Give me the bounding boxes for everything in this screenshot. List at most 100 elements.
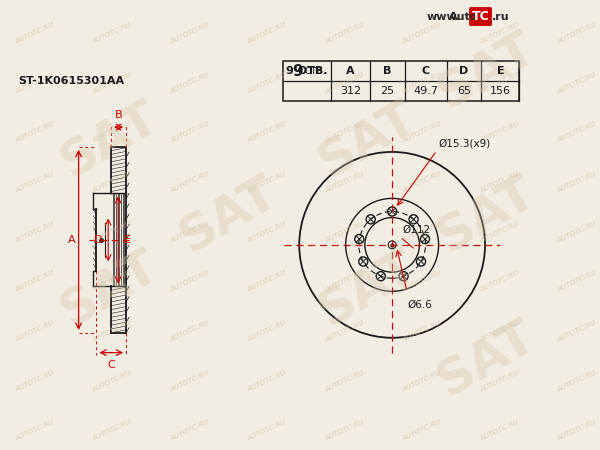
Text: AUTOTC.RU: AUTOTC.RU (324, 320, 365, 343)
Text: AUTOTC.RU: AUTOTC.RU (401, 270, 442, 293)
Text: SAT: SAT (429, 168, 544, 262)
Text: AUTOTC.RU: AUTOTC.RU (479, 121, 520, 144)
Text: AUTOTC.RU: AUTOTC.RU (14, 270, 55, 293)
Text: AUTOTC.RU: AUTOTC.RU (169, 369, 210, 392)
Text: AUTOTC.RU: AUTOTC.RU (324, 121, 365, 144)
Text: D: D (94, 235, 102, 245)
Text: 312: 312 (340, 86, 361, 96)
Text: AUTOTC.RU: AUTOTC.RU (169, 121, 210, 144)
Text: AUTOTC.RU: AUTOTC.RU (556, 72, 597, 94)
Text: SAT: SAT (429, 24, 544, 118)
Text: AUTOTC.RU: AUTOTC.RU (401, 72, 442, 94)
Text: AUTOTC.RU: AUTOTC.RU (14, 320, 55, 343)
Text: AUTOTC.RU: AUTOTC.RU (92, 369, 133, 392)
Text: 156: 156 (490, 86, 511, 96)
Text: AUTOTC.RU: AUTOTC.RU (324, 270, 365, 293)
Text: AUTOTC.RU: AUTOTC.RU (92, 270, 133, 293)
Text: AUTOTC.RU: AUTOTC.RU (324, 369, 365, 392)
Text: AUTOTC.RU: AUTOTC.RU (556, 270, 597, 293)
Text: AUTOTC.RU: AUTOTC.RU (556, 171, 597, 194)
Text: D: D (460, 66, 469, 76)
Text: .ru: .ru (491, 12, 509, 22)
Text: SAT: SAT (52, 243, 167, 337)
Text: AUTOTC.RU: AUTOTC.RU (479, 171, 520, 194)
Bar (283, 61, 519, 101)
Text: AUTOTC.RU: AUTOTC.RU (401, 369, 442, 392)
Text: AUTOTC.RU: AUTOTC.RU (14, 171, 55, 194)
Text: AUTOTC.RU: AUTOTC.RU (169, 171, 210, 194)
Text: E: E (497, 66, 504, 76)
Text: ST-1K0615301AA: ST-1K0615301AA (18, 76, 124, 86)
Text: Auto: Auto (449, 12, 478, 22)
Text: AUTOTC.RU: AUTOTC.RU (14, 22, 55, 45)
Text: AUTOTC.RU: AUTOTC.RU (479, 72, 520, 94)
Text: AUTOTC.RU: AUTOTC.RU (401, 320, 442, 343)
Text: AUTOTC.RU: AUTOTC.RU (169, 270, 210, 293)
FancyBboxPatch shape (469, 7, 492, 26)
Text: AUTOTC.RU: AUTOTC.RU (556, 320, 597, 343)
Text: SAT: SAT (310, 243, 425, 337)
Text: ОТВ.: ОТВ. (305, 67, 326, 76)
Text: SAT: SAT (52, 94, 167, 188)
Text: AUTOTC.RU: AUTOTC.RU (324, 220, 365, 243)
Text: AUTOTC.RU: AUTOTC.RU (247, 171, 287, 194)
Text: Ø112: Ø112 (402, 225, 430, 235)
Text: AUTOTC.RU: AUTOTC.RU (401, 22, 442, 45)
Text: AUTOTC.RU: AUTOTC.RU (169, 22, 210, 45)
Text: C: C (422, 66, 430, 76)
Text: AUTOTC.RU: AUTOTC.RU (247, 369, 287, 392)
Text: TC: TC (472, 10, 490, 23)
Text: AUTOTC.RU: AUTOTC.RU (92, 220, 133, 243)
Text: E: E (124, 235, 131, 245)
Text: AUTOTC.RU: AUTOTC.RU (14, 369, 55, 392)
Text: 49.7: 49.7 (413, 86, 439, 96)
Text: AUTOTC.RU: AUTOTC.RU (14, 121, 55, 144)
Text: AUTOTC.RU: AUTOTC.RU (324, 171, 365, 194)
Text: AUTOTC.RU: AUTOTC.RU (479, 220, 520, 243)
Text: AUTOTC.RU: AUTOTC.RU (479, 320, 520, 343)
Text: AUTOTC.RU: AUTOTC.RU (479, 270, 520, 293)
Text: B: B (383, 66, 392, 76)
Text: AUTOTC.RU: AUTOTC.RU (556, 369, 597, 392)
Text: AUTOTC.RU: AUTOTC.RU (247, 419, 287, 442)
Text: AUTOTC.RU: AUTOTC.RU (247, 270, 287, 293)
Text: AUTOTC.RU: AUTOTC.RU (14, 72, 55, 94)
Text: AUTOTC.RU: AUTOTC.RU (169, 220, 210, 243)
Text: AUTOTC.RU: AUTOTC.RU (14, 419, 55, 442)
Text: AUTOTC.RU: AUTOTC.RU (92, 320, 133, 343)
Text: 9 ОТВ.: 9 ОТВ. (286, 66, 328, 76)
Text: C: C (107, 360, 115, 369)
Text: AUTOTC.RU: AUTOTC.RU (556, 220, 597, 243)
Text: SAT: SAT (429, 312, 544, 406)
Text: AUTOTC.RU: AUTOTC.RU (479, 419, 520, 442)
Text: AUTOTC.RU: AUTOTC.RU (479, 369, 520, 392)
Text: AUTOTC.RU: AUTOTC.RU (92, 72, 133, 94)
Text: AUTOTC.RU: AUTOTC.RU (92, 171, 133, 194)
Text: AUTOTC.RU: AUTOTC.RU (324, 419, 365, 442)
Text: AUTOTC.RU: AUTOTC.RU (401, 419, 442, 442)
Text: AUTOTC.RU: AUTOTC.RU (14, 220, 55, 243)
Text: AUTOTC.RU: AUTOTC.RU (324, 72, 365, 94)
Text: 25: 25 (380, 86, 395, 96)
Text: AUTOTC.RU: AUTOTC.RU (247, 320, 287, 343)
Text: AUTOTC.RU: AUTOTC.RU (479, 22, 520, 45)
Text: AUTOTC.RU: AUTOTC.RU (247, 220, 287, 243)
Text: B: B (115, 110, 122, 120)
Text: www.: www. (427, 12, 461, 22)
Text: 9: 9 (292, 63, 302, 79)
Text: SAT: SAT (171, 168, 286, 262)
Text: 65: 65 (457, 86, 471, 96)
Text: AUTOTC.RU: AUTOTC.RU (401, 121, 442, 144)
Text: AUTOTC.RU: AUTOTC.RU (324, 22, 365, 45)
Text: AUTOTC.RU: AUTOTC.RU (401, 171, 442, 194)
Text: AUTOTC.RU: AUTOTC.RU (556, 121, 597, 144)
Text: A: A (68, 235, 76, 245)
Text: AUTOTC.RU: AUTOTC.RU (247, 22, 287, 45)
Text: AUTOTC.RU: AUTOTC.RU (401, 220, 442, 243)
Text: AUTOTC.RU: AUTOTC.RU (556, 419, 597, 442)
Text: Ø6.6: Ø6.6 (407, 299, 432, 310)
Text: Ø15.3(x9): Ø15.3(x9) (439, 139, 491, 148)
Text: A: A (346, 66, 355, 76)
Text: AUTOTC.RU: AUTOTC.RU (92, 22, 133, 45)
Text: SAT: SAT (310, 94, 425, 188)
